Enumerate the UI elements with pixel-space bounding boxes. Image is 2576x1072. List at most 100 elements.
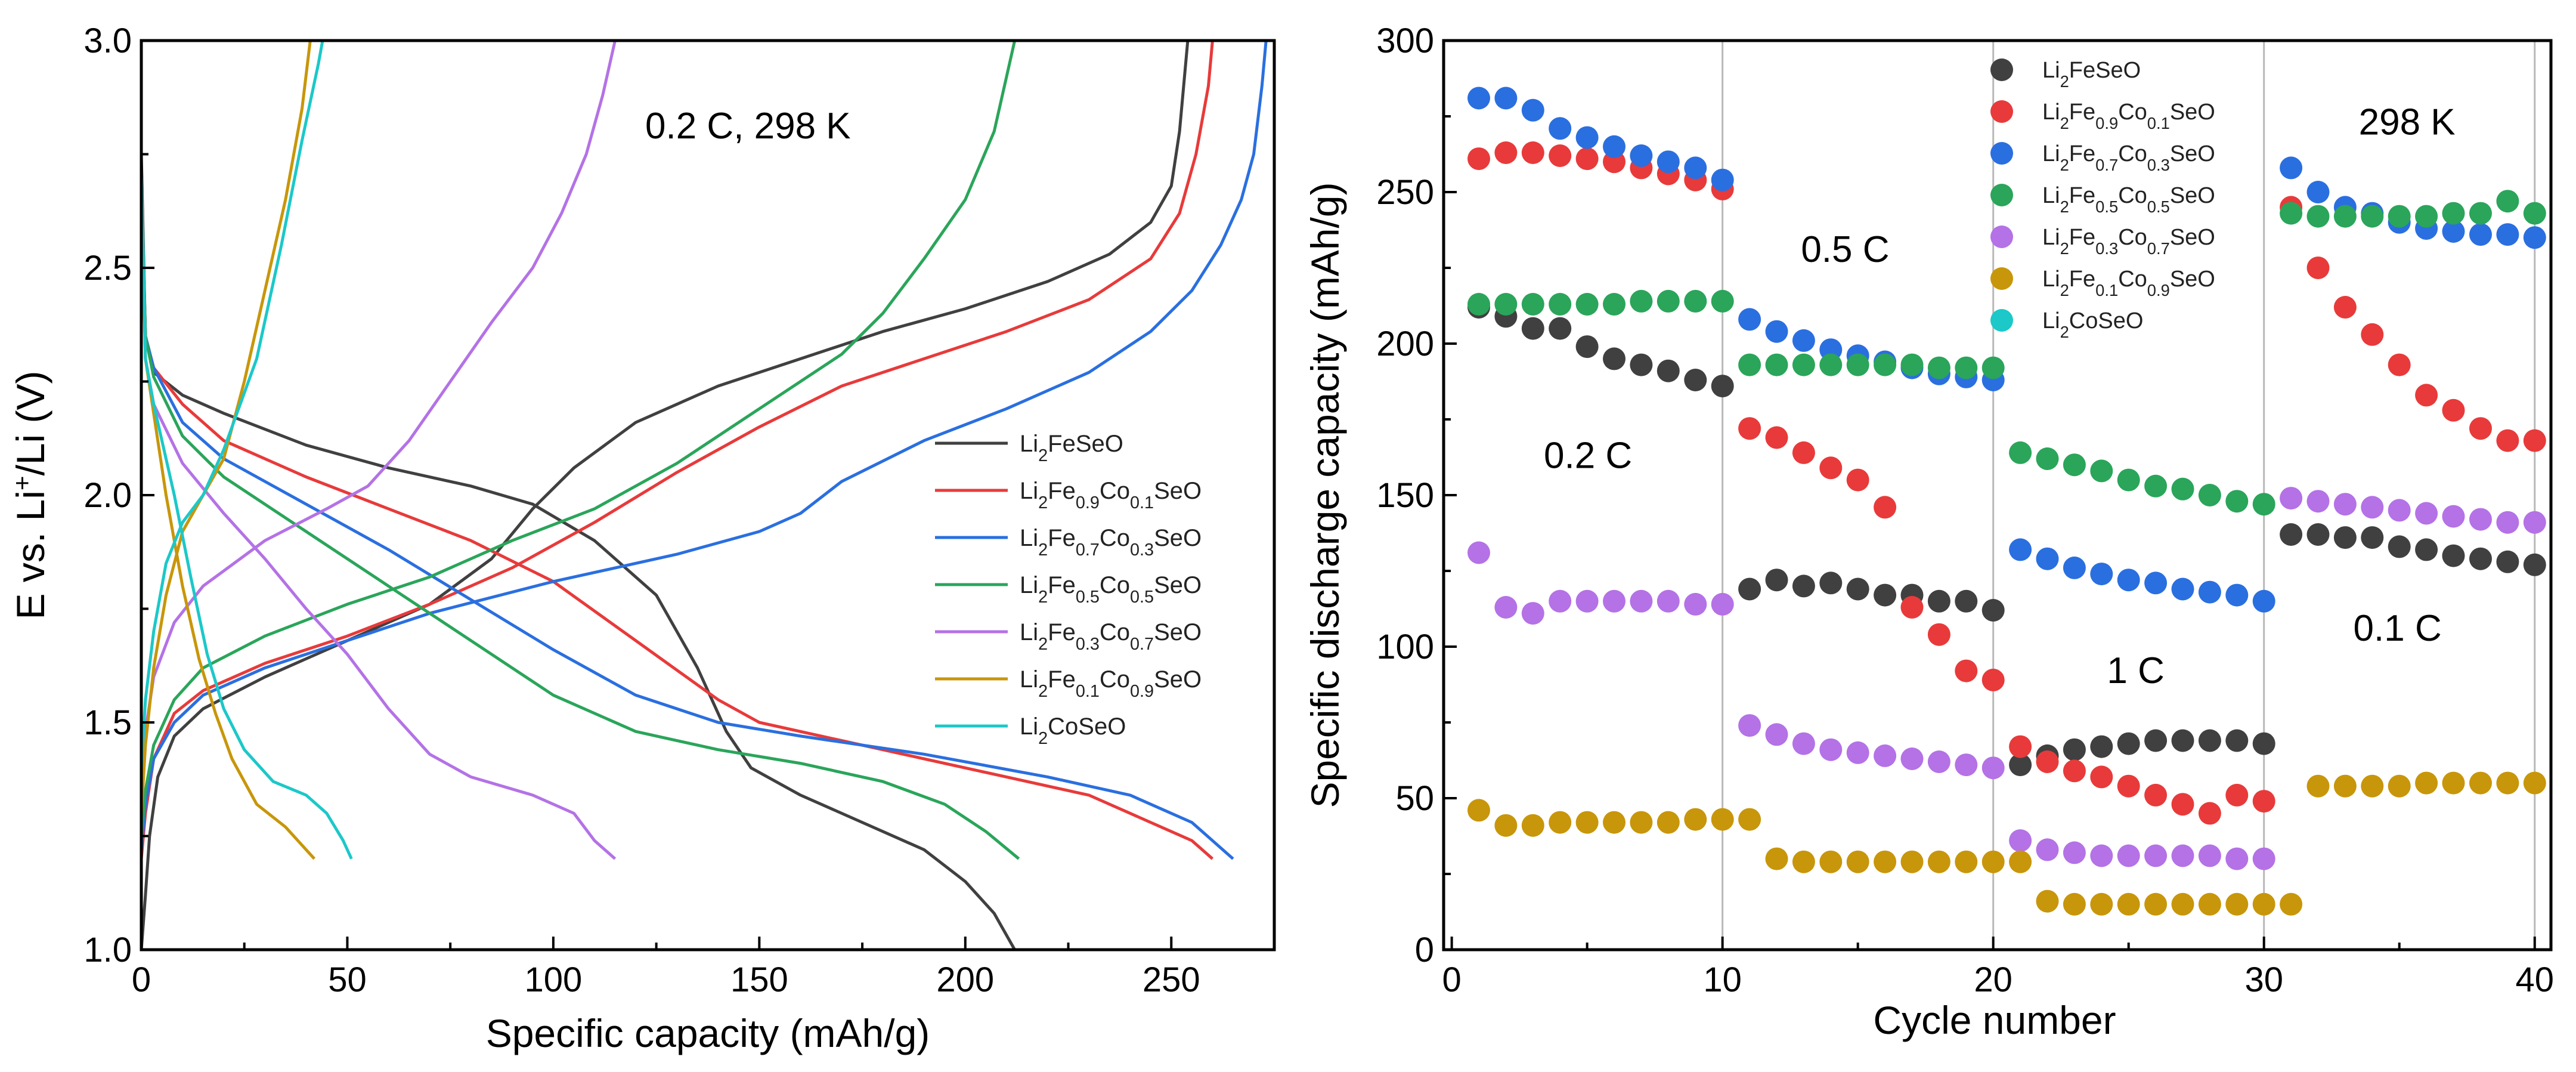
series-1-point	[1874, 496, 1897, 519]
series-4-point	[1521, 602, 1544, 625]
series-2-point	[1467, 86, 1490, 110]
series-5-point	[2280, 892, 2303, 916]
series-3-point	[1575, 293, 1599, 316]
series-4-discharge-line	[140, 177, 617, 860]
series-3-point	[2252, 493, 2275, 516]
right-legend-swatch-0	[1990, 58, 2013, 81]
series-1-point	[1955, 659, 1978, 682]
series-1-point	[1575, 147, 1599, 171]
series-1-point	[2009, 735, 2032, 758]
series-4-point	[2252, 847, 2275, 870]
series-0-point	[1684, 369, 1707, 391]
series-3-point	[1846, 353, 1869, 376]
series-0-point	[1981, 599, 2005, 622]
left-legend-label-3: Li2Fe0.5Co0.5SeO	[1020, 572, 1202, 607]
series-5-point	[1955, 850, 1978, 873]
series-4-point	[1657, 589, 1680, 613]
left-y-tick-label: 2.5	[83, 249, 132, 288]
series-0-point	[2333, 526, 2357, 549]
series-1-point	[1738, 417, 1761, 440]
series-1-point	[1846, 468, 1869, 492]
series-0-point	[1955, 589, 1978, 613]
right-legend-label-0: Li2FeSeO	[2042, 58, 2141, 91]
right-legend-swatch-1	[1990, 100, 2013, 123]
series-0-point	[2117, 732, 2140, 755]
series-2-point	[2523, 226, 2546, 249]
series-2-point	[2306, 181, 2330, 203]
series-5-point	[2469, 771, 2492, 795]
series-4-point	[1955, 753, 1978, 777]
series-4-point	[2144, 844, 2168, 867]
series-5-point	[2442, 771, 2465, 795]
right-y-tick-label: 100	[1376, 628, 1434, 666]
series-2-point	[2252, 589, 2275, 613]
series-4-point	[1738, 714, 1761, 737]
left-x-tick-label: 250	[1143, 960, 1200, 999]
series-3-charge-line	[140, 40, 1017, 836]
series-4-point	[2469, 508, 2492, 531]
right-legend-swatch-5	[1990, 267, 2013, 290]
series-5-point	[1603, 811, 1626, 834]
series-0-point	[2225, 729, 2249, 752]
series-0-point	[2388, 535, 2411, 558]
right-legend-label-1: Li2Fe0.9Co0.1SeO	[2042, 100, 2215, 132]
series-5-point	[2090, 892, 2113, 916]
series-1-point	[1927, 623, 1950, 646]
series-1-point	[2415, 384, 2438, 407]
series-1-point	[2198, 802, 2221, 825]
series-4-point	[1467, 541, 1490, 564]
series-3-point	[1494, 293, 1518, 316]
series-2-point	[1630, 144, 1653, 167]
series-4-point	[1900, 747, 1924, 770]
left-y-label-b: /Li (V)	[8, 371, 52, 476]
series-1-point	[1521, 141, 1544, 164]
series-5-point	[1900, 850, 1924, 873]
series-1-point	[2117, 774, 2140, 798]
series-1-charge-line	[140, 40, 1214, 859]
series-0-point	[1630, 353, 1653, 376]
right-legend-swatch-6	[1990, 309, 2013, 332]
left-x-axis-label: Specific capacity (mAh/g)	[486, 1011, 930, 1055]
series-4-point	[1494, 596, 1518, 619]
series-5-point	[1846, 850, 1869, 873]
series-2-point	[2063, 556, 2086, 579]
right-plot-series	[1467, 86, 2546, 916]
series-4-point	[2117, 844, 2140, 867]
series-4-point	[1927, 750, 1950, 773]
series-0-point	[2306, 523, 2330, 546]
series-5-point	[2009, 850, 2032, 873]
series-0-point	[1549, 317, 1572, 340]
series-1-point	[2496, 429, 2519, 452]
left-x-tick-label: 50	[328, 960, 367, 999]
series-3-point	[1711, 289, 1734, 313]
series-1-point	[2252, 790, 2275, 813]
series-2-point	[2171, 577, 2194, 601]
series-3-point	[2523, 202, 2546, 225]
series-2-point	[2144, 571, 2168, 595]
right-annotations: 298 K 0.5 C 0.2 C 1 C 0.1 C	[1544, 101, 2456, 691]
series-1-point	[2225, 783, 2249, 807]
series-2-point	[2198, 580, 2221, 604]
left-legend: Li2FeSeO Li2Fe0.9Co0.1SeO Li2Fe0.7Co0.3SeO…	[935, 431, 1202, 748]
series-4-point	[2496, 511, 2519, 534]
series-5-point	[2415, 771, 2438, 795]
series-2-point	[2280, 156, 2303, 180]
series-5-point	[1657, 811, 1680, 834]
series-0-discharge-line	[140, 154, 1016, 951]
series-1-point	[1765, 426, 1788, 449]
right-legend-label-3: Li2Fe0.5Co0.5SeO	[2042, 183, 2215, 216]
series-1-point	[1819, 456, 1843, 480]
right-legend-label-5: Li2Fe0.1Co0.9SeO	[2042, 267, 2215, 299]
voltage-profile-chart: 0 50 100 150 200 250 1.0 1.5 2.0 2.5 3.0 0.2 C, 2…	[8, 21, 1276, 1055]
series-4-point	[1603, 589, 1626, 613]
left-y-tick-label: 2.0	[83, 476, 132, 515]
left-x-tick-label: 150	[730, 960, 788, 999]
series-4-point	[1792, 732, 1815, 755]
series-0-point	[1738, 577, 1761, 601]
series-2-charge-line	[140, 40, 1268, 850]
right-y-tick-label: 300	[1376, 21, 1434, 60]
left-legend-label-4: Li2Fe0.3Co0.7SeO	[1020, 619, 1202, 654]
right-annotation-1: 0.5 C	[1801, 229, 1889, 270]
series-3-point	[1630, 289, 1653, 313]
